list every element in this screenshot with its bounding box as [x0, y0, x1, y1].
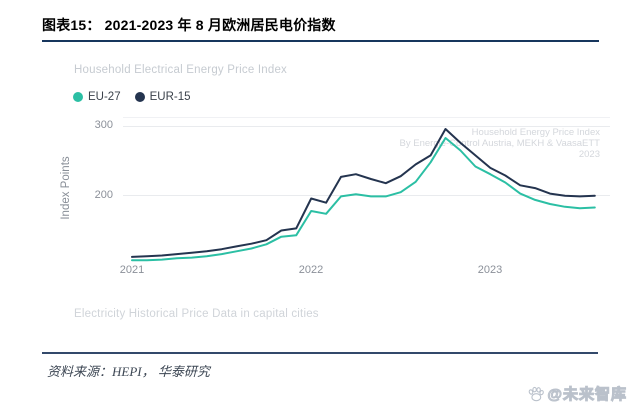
chart-legend: EU-27 EUR-15 — [73, 91, 191, 103]
figure-title: 图表15： 2021-2023 年 8 月欧洲居民电价指数 — [42, 12, 599, 42]
chart-title: Household Electrical Energy Price Index — [74, 64, 287, 76]
chart-watermark-line-3: 2023 — [578, 149, 600, 160]
eur15-legend-dot-icon — [134, 92, 145, 102]
source-line: 资料来源：HEPI， 华泰研究 — [47, 364, 210, 379]
series-line-eur-15 — [131, 128, 596, 258]
chart-lines-svg — [131, 128, 596, 262]
gridline-300 — [123, 126, 610, 127]
plot-top-border — [123, 117, 610, 118]
chart-caption: Electricity Historical Price Data in cap… — [74, 308, 319, 320]
site-watermark: @未来智库 — [527, 383, 627, 404]
chart-watermark-line-1: Household Energy Price Index — [471, 127, 600, 138]
site-watermark-text: @未来智库 — [547, 386, 627, 404]
legend-item-eur15: EUR-15 — [134, 91, 191, 103]
x-tick-2021: 2021 — [119, 264, 145, 276]
eu27-legend-dot-icon — [73, 92, 83, 102]
chart-source-watermark: Household Energy Price Index By Energie-… — [270, 127, 600, 160]
y-tick-200: 200 — [94, 189, 113, 201]
x-tick-2022: 2022 — [298, 264, 324, 276]
chart-watermark-line-2: By Energie-Control Austria, MEKH & Vaasa… — [399, 138, 600, 149]
y-axis-title: Index Points — [60, 156, 72, 220]
legend-label-eur15: EUR-15 — [149, 91, 191, 103]
series-line-eu-27 — [131, 137, 596, 262]
y-tick-300: 300 — [94, 119, 113, 131]
legend-item-eu27: EU-27 — [73, 91, 121, 103]
x-tick-2023: 2023 — [477, 264, 503, 276]
legend-label-eu27: EU-27 — [88, 91, 121, 103]
footer-divider — [42, 352, 598, 354]
paw-icon — [529, 386, 545, 401]
